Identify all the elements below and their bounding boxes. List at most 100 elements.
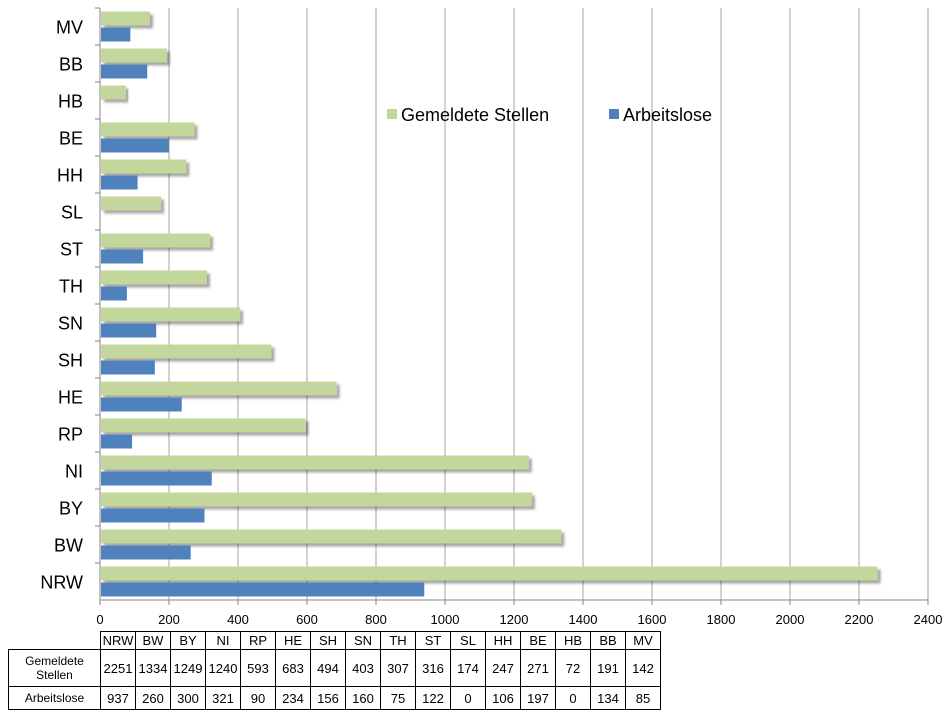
bar-gemeldete-stellen — [101, 122, 195, 137]
table-cell: 1334 — [135, 649, 171, 687]
category-label: NI — [65, 462, 83, 482]
table-cell: 0 — [450, 686, 486, 710]
bar-gemeldete-stellen — [101, 48, 167, 63]
x-tick-label: 400 — [227, 612, 249, 627]
legend-label-gemeldete-stellen: Gemeldete Stellen — [401, 105, 549, 125]
table-header-cell: NI — [205, 631, 241, 650]
x-tick-label: 2400 — [914, 612, 943, 627]
bar-arbeitslose — [101, 471, 212, 486]
gridlines — [168, 8, 929, 600]
table-cell: 307 — [380, 649, 416, 687]
table-cell: 85 — [625, 686, 661, 710]
x-tick-label: 1400 — [569, 612, 598, 627]
table-cell: 494 — [310, 649, 346, 687]
x-tick-label: 0 — [96, 612, 103, 627]
category-label: ST — [60, 240, 83, 260]
bar-gemeldete-stellen — [101, 11, 150, 26]
table-header-cell: NRW — [100, 631, 136, 650]
category-label: BW — [54, 536, 83, 556]
bars — [101, 11, 878, 597]
bar-gemeldete-stellen — [101, 270, 207, 285]
category-label: MV — [56, 18, 83, 38]
category-label: TH — [59, 277, 83, 297]
table-cell: 683 — [275, 649, 311, 687]
bar-gemeldete-stellen — [101, 233, 211, 248]
category-label: RP — [58, 425, 83, 445]
category-label: HE — [58, 388, 83, 408]
legend-swatch-gemeldete-stellen — [387, 109, 397, 119]
bar-gemeldete-stellen — [101, 566, 878, 581]
table-cell: 160 — [345, 686, 381, 710]
category-label: BY — [59, 499, 83, 519]
table-header-cell: SN — [345, 631, 381, 650]
table-header-cell: SH — [310, 631, 346, 650]
bar-arbeitslose — [101, 397, 182, 412]
table-header-cell: ST — [415, 631, 451, 650]
bar-chart: 0 200 400 600 800 1000 1200 1400 1600 1800 2000 220… — [40, 7, 943, 627]
table-cell: 75 — [380, 686, 416, 710]
bar-arbeitslose — [101, 138, 169, 153]
table-header-cell: BW — [135, 631, 171, 650]
x-tick-label: 1600 — [638, 612, 667, 627]
bar-arbeitslose — [101, 27, 131, 42]
bar-gemeldete-stellen — [101, 307, 241, 322]
table-cell: 403 — [345, 649, 381, 687]
table-cell: 191 — [590, 649, 626, 687]
bar-gemeldete-stellen — [101, 492, 532, 507]
table-cell: 142 — [625, 649, 661, 687]
table-row-label: Arbeitslose — [8, 686, 101, 710]
bar-arbeitslose — [101, 286, 127, 301]
table-cell: 300 — [170, 686, 206, 710]
x-tick-label: 1200 — [500, 612, 529, 627]
table-cell: 72 — [555, 649, 591, 687]
table-cell: 106 — [485, 686, 521, 710]
x-tick-label: 800 — [365, 612, 387, 627]
axes: 0 200 400 600 800 1000 1200 1400 1600 1800 2000 220… — [40, 7, 943, 627]
bar-arbeitslose — [101, 545, 191, 560]
table-header-cell: HH — [485, 631, 521, 650]
data-table: NRW BW BY NI RP HE SH SN TH ST SL HH BE HB BB MV Gemelde… — [8, 631, 661, 710]
category-label: SH — [58, 351, 83, 371]
bar-gemeldete-stellen — [101, 159, 187, 174]
category-label: HB — [58, 92, 83, 112]
bar-arbeitslose — [101, 64, 148, 79]
x-tick-label: 1000 — [431, 612, 460, 627]
table-header-cell: HB — [555, 631, 591, 650]
table-header-cell: BY — [170, 631, 206, 650]
table-header-cell: HE — [275, 631, 311, 650]
table-cell: 174 — [450, 649, 486, 687]
table-cell: 122 — [415, 686, 451, 710]
table-cell: 316 — [415, 649, 451, 687]
table-cell: 90 — [240, 686, 276, 710]
category-label: SN — [58, 314, 83, 334]
x-tick-label: 2000 — [776, 612, 805, 627]
table-cell: 247 — [485, 649, 521, 687]
x-tick-label: 200 — [158, 612, 180, 627]
table-header-cell: MV — [625, 631, 661, 650]
x-tick-label: 1800 — [707, 612, 736, 627]
bar-gemeldete-stellen — [101, 85, 126, 100]
table-cell: 1240 — [205, 649, 241, 687]
legend-swatch-arbeitslose — [609, 109, 619, 119]
legend-label-arbeitslose: Arbeitslose — [623, 105, 712, 125]
category-label: BB — [59, 55, 83, 75]
bar-arbeitslose — [101, 360, 155, 375]
table-header-cell: TH — [380, 631, 416, 650]
bar-gemeldete-stellen — [101, 344, 272, 359]
table-cell: 1249 — [170, 649, 206, 687]
table-header-cell: SL — [450, 631, 486, 650]
table-corner — [8, 631, 101, 650]
table-header-cell: BB — [590, 631, 626, 650]
bar-arbeitslose — [101, 508, 205, 523]
bar-gemeldete-stellen — [101, 381, 337, 396]
bar-gemeldete-stellen — [101, 196, 162, 211]
table-cell: 321 — [205, 686, 241, 710]
table-cell: 937 — [100, 686, 136, 710]
table-row: Arbeitslose 937 260 300 321 90 234 156 160 75 122 0… — [8, 686, 661, 710]
table-cell: 260 — [135, 686, 171, 710]
bar-arbeitslose — [101, 434, 133, 449]
table-cell: 593 — [240, 649, 276, 687]
category-label: NRW — [40, 573, 83, 593]
table-cell: 234 — [275, 686, 311, 710]
table-row: Gemeldete Stellen 2251 1334 1249 1240 593 683 4… — [8, 649, 661, 687]
